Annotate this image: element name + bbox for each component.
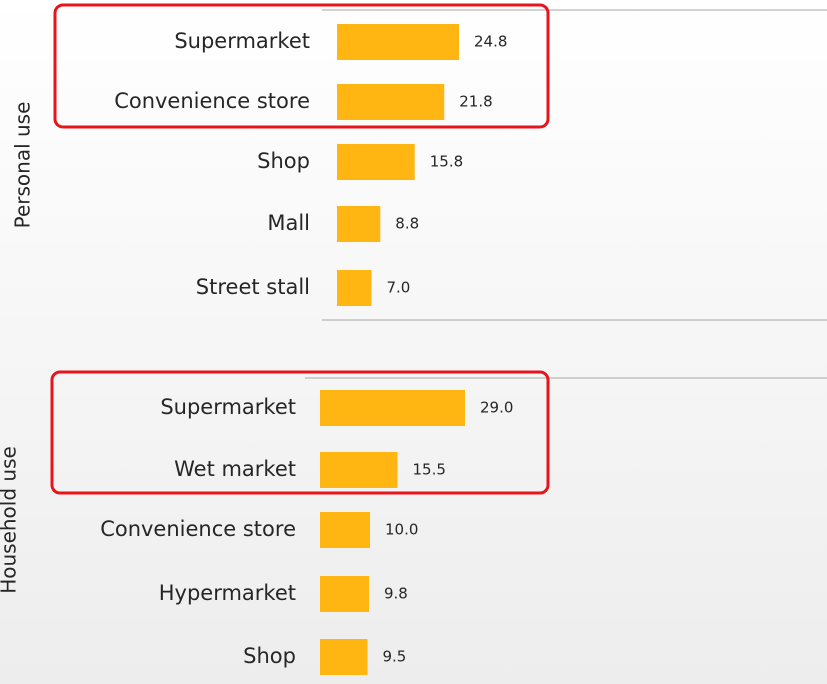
group-label: Household use (0, 446, 21, 594)
value-label: 7.0 (386, 279, 410, 297)
bar (337, 84, 445, 120)
value-label: 29.0 (480, 399, 513, 417)
bar (337, 206, 381, 242)
category-label: Hypermarket (159, 581, 296, 605)
category-label: Convenience store (114, 89, 310, 113)
value-label: 24.8 (474, 33, 507, 51)
bar (337, 24, 460, 60)
category-label: Shop (257, 149, 310, 173)
category-label: Shop (243, 644, 296, 668)
bar (320, 639, 368, 675)
bar (320, 512, 370, 548)
value-label: 9.8 (384, 585, 408, 603)
bar (320, 390, 465, 426)
bar (320, 576, 369, 612)
category-label: Mall (267, 211, 310, 235)
bar (337, 270, 372, 306)
bar (320, 452, 398, 488)
value-label: 10.0 (385, 521, 418, 539)
category-label: Street stall (196, 275, 310, 299)
bar (337, 144, 415, 180)
value-label: 21.8 (459, 93, 492, 111)
value-label: 15.8 (430, 153, 463, 171)
highlight-box (50, 370, 550, 495)
category-label: Supermarket (174, 29, 310, 53)
category-label: Convenience store (100, 517, 296, 541)
value-label: 9.5 (383, 648, 407, 666)
highlight-box (53, 3, 550, 129)
category-label: Wet market (174, 457, 296, 481)
value-label: 8.8 (395, 215, 419, 233)
value-label: 15.5 (413, 461, 446, 479)
group-label: Personal use (11, 102, 35, 229)
category-label: Supermarket (160, 395, 296, 419)
